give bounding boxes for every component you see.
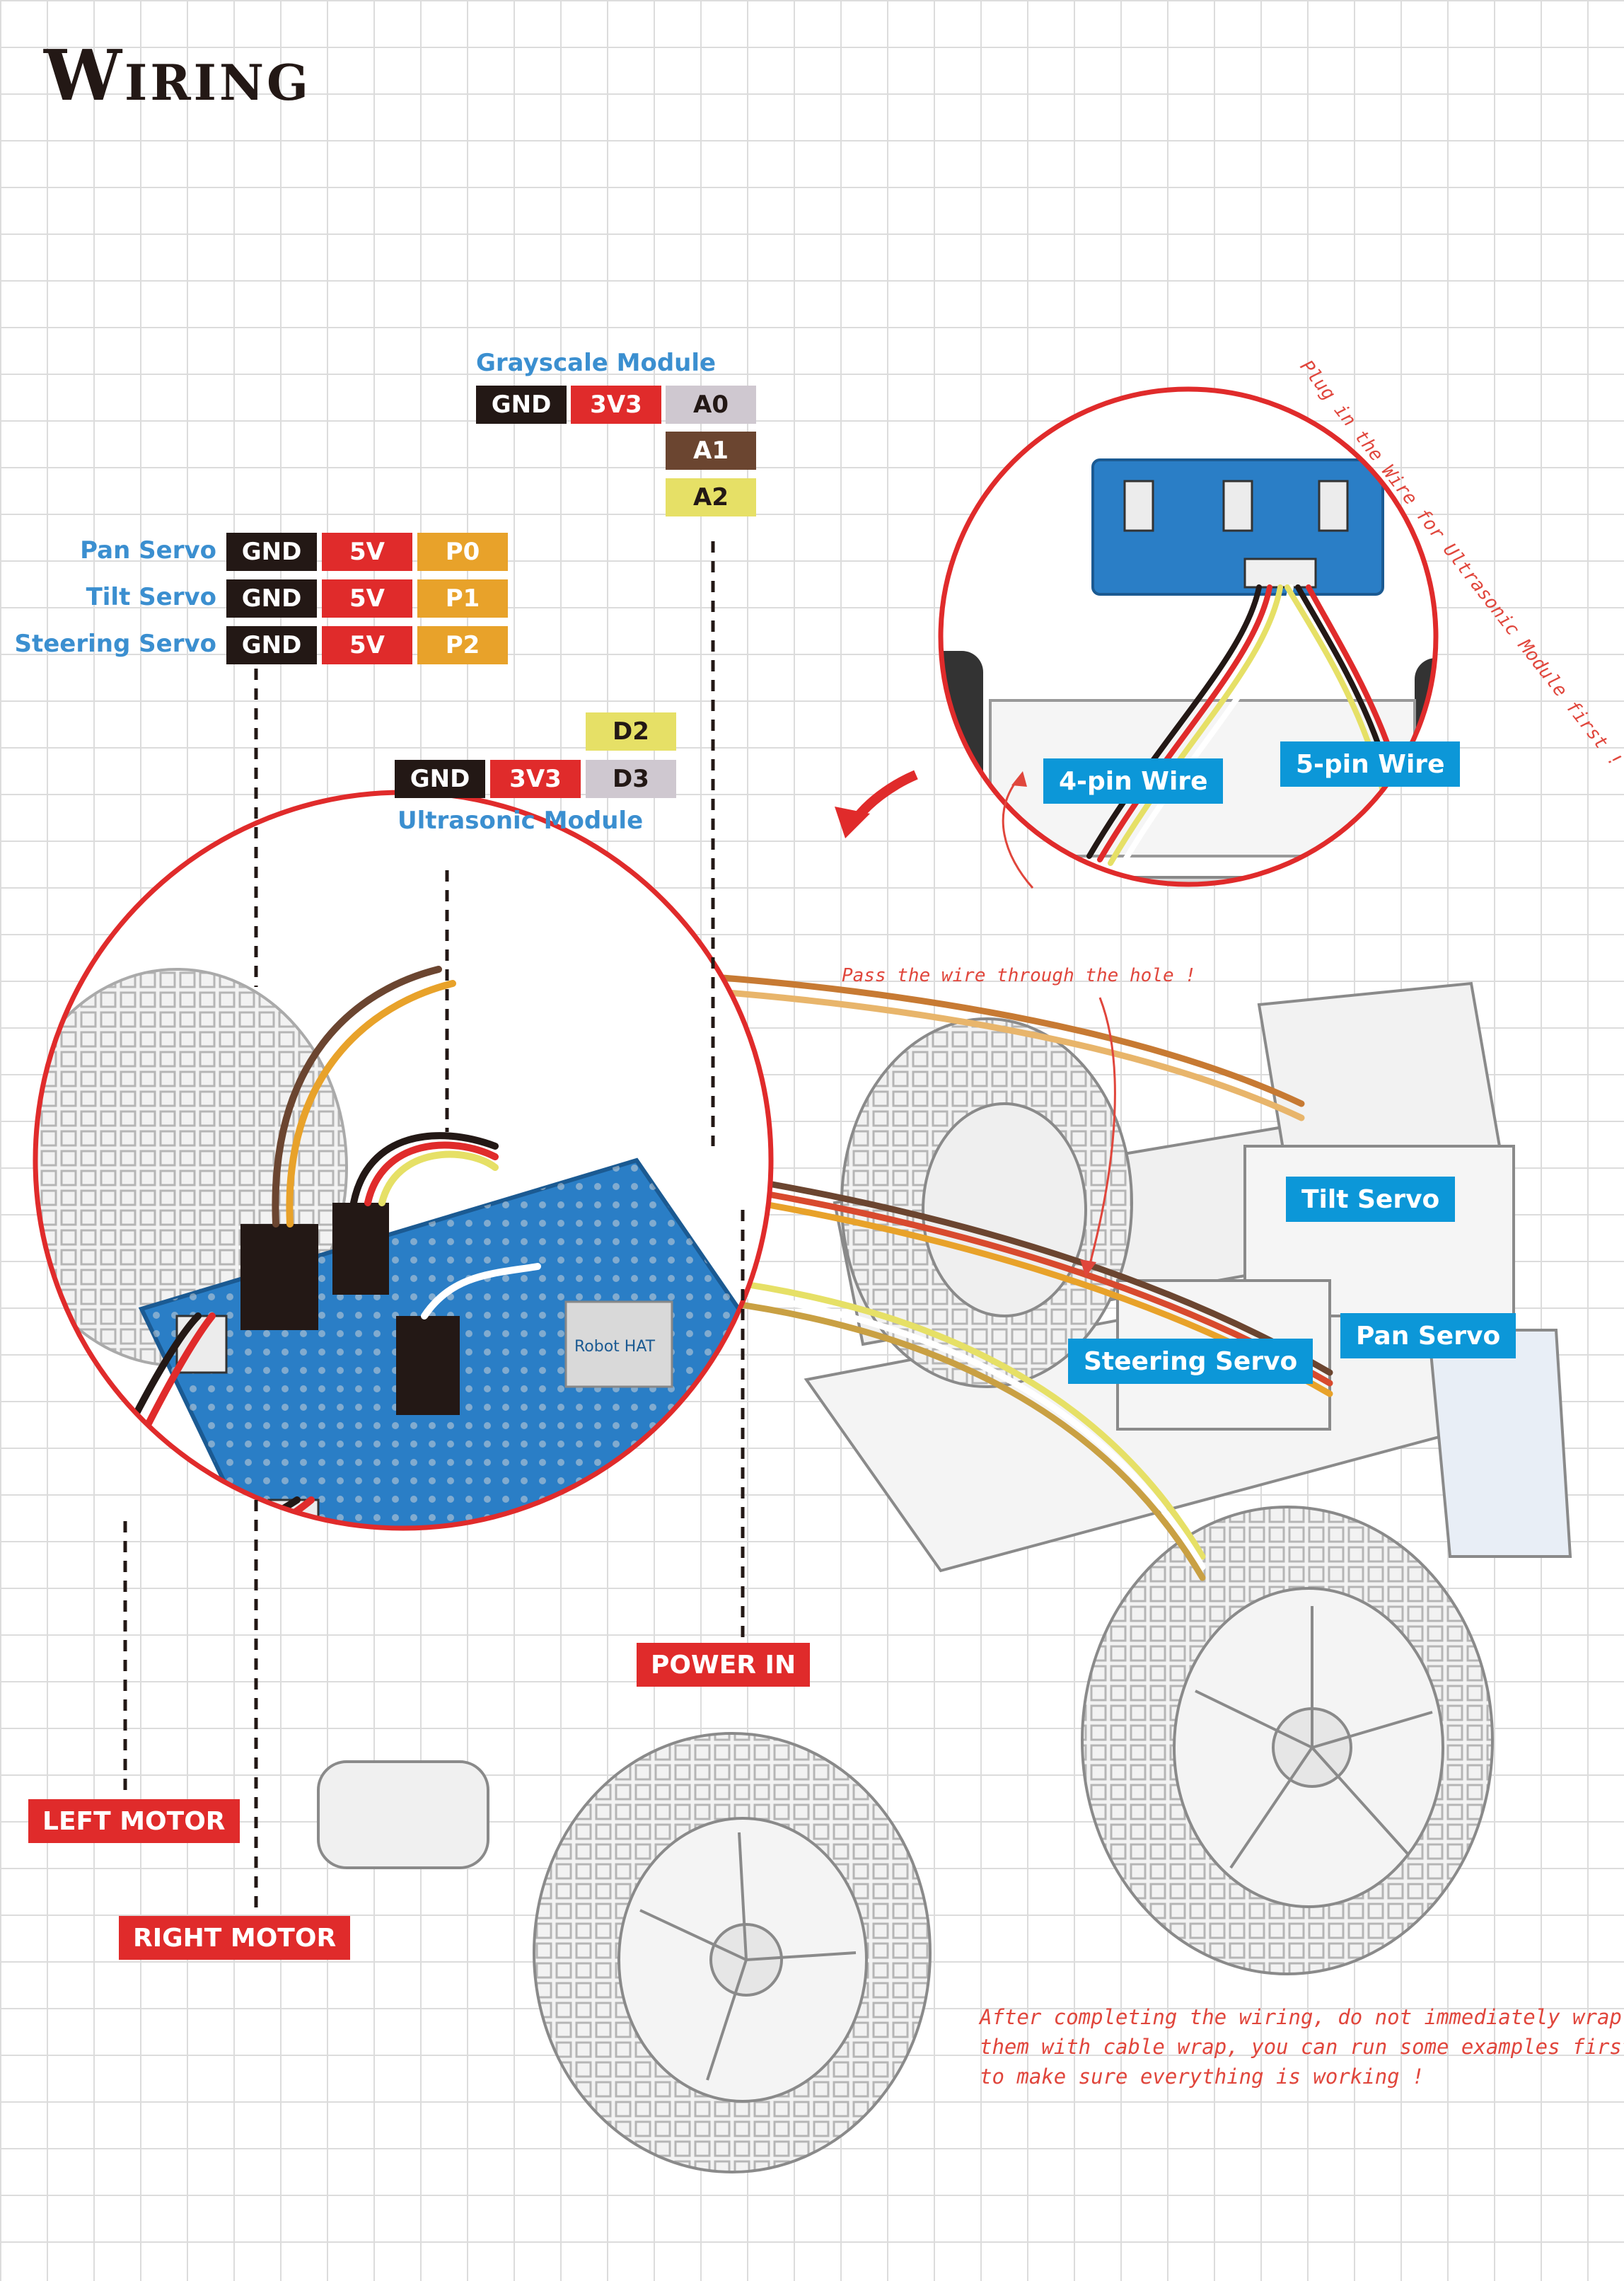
steering-servo-pin-p2: P2 <box>417 626 508 664</box>
car-illustration <box>317 981 1572 2173</box>
hole-arrow-head-icon <box>1080 1259 1096 1277</box>
right-motor-tag: RIGHT MOTOR <box>119 1916 351 1960</box>
motor <box>317 1760 489 1869</box>
rear-left-wheel <box>840 1017 1133 1388</box>
pan-servo-pin-p0: P0 <box>417 533 508 571</box>
thin-arrow-icon <box>1002 778 1034 889</box>
four-pin-wire-tag: 4-pin Wire <box>1043 758 1224 804</box>
tilt-servo-label: Tilt Servo <box>86 583 216 611</box>
camera-plate <box>1427 1329 1572 1558</box>
grayscale-pin-gnd: GND <box>476 386 567 424</box>
after-wiring-note-line-1: After completing the wiring, do not imme… <box>980 2005 1622 2029</box>
grayscale-pin-a1: A1 <box>666 432 756 470</box>
page-title: Wiring <box>44 35 311 117</box>
steering-servo-label: Steering Servo <box>14 630 217 658</box>
left-motor-tag: LEFT MOTOR <box>28 1799 240 1843</box>
five-pin-wire-tag: 5-pin Wire <box>1280 741 1461 787</box>
grayscale-pin-a2: A2 <box>666 478 756 516</box>
pass-wire-note: Pass the wire through the hole ! <box>842 965 1196 986</box>
arrow-head-icon <box>835 807 870 838</box>
ultrasonic-pin-gnd: GND <box>395 760 485 798</box>
leader-lines <box>123 541 745 1910</box>
ultrasonic-module-label: Ultrasonic Module <box>398 807 644 835</box>
tilt-servo-pin-5v: 5V <box>322 579 412 618</box>
after-wiring-note-line-2: them with cable wrap, you can run some e… <box>980 2035 1624 2059</box>
ultrasonic-pin-3v3: 3V3 <box>490 760 581 798</box>
board-zoom: Robot HAT <box>33 790 774 1531</box>
ultrasonic-pin-d3: D3 <box>586 760 676 798</box>
pan-servo-pin-5v: 5V <box>322 533 412 571</box>
grayscale-pin-3v3: 3V3 <box>571 386 661 424</box>
grayscale-pin-a0: A0 <box>666 386 756 424</box>
hole-arrow-icon <box>1088 997 1116 1267</box>
steering-servo-pin-5v: 5V <box>322 626 412 664</box>
ultrasonic-pin-d2: D2 <box>586 712 676 751</box>
thin-arrow-head-icon <box>1011 771 1027 787</box>
board-text: Robot HAT <box>574 1338 656 1356</box>
after-wiring-note-line-3: to make sure everything is working ! <box>980 2065 1425 2089</box>
steering-servo-pin-gnd: GND <box>226 626 317 664</box>
pan-servo-label: Pan Servo <box>80 536 216 565</box>
tilt-servo-pin-p1: P1 <box>417 579 508 618</box>
power-in-tag: POWER IN <box>637 1643 811 1687</box>
front-right-wheel <box>1081 1506 1494 1975</box>
tilt-servo-pin-gnd: GND <box>226 579 317 618</box>
steering-servo-tag: Steering Servo <box>1068 1339 1313 1384</box>
grayscale-module-label: Grayscale Module <box>476 349 717 377</box>
tilt-servo-tag: Tilt Servo <box>1286 1177 1456 1222</box>
front-left-wheel <box>533 1732 932 2173</box>
pan-servo-pin-gnd: GND <box>226 533 317 571</box>
pan-servo-tag: Pan Servo <box>1340 1313 1516 1358</box>
